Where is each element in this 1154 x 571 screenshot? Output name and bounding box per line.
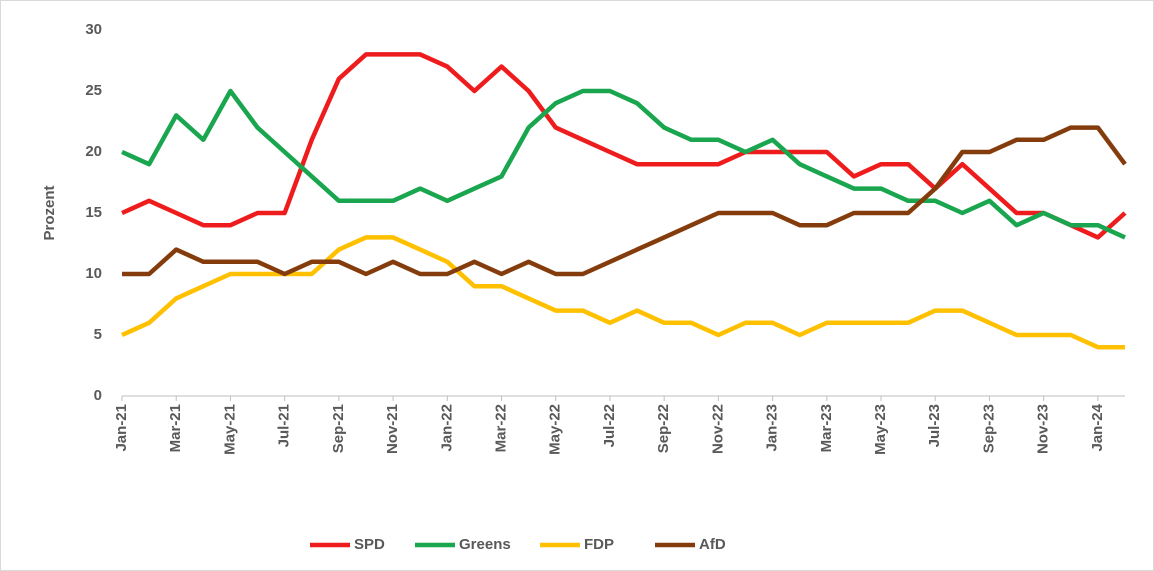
x-tick-label: Nov-22 bbox=[709, 404, 726, 454]
legend-label: Greens bbox=[459, 536, 511, 553]
x-tick-label: Mar-22 bbox=[492, 404, 509, 452]
y-tick-label: 15 bbox=[85, 204, 102, 221]
legend-label: AfD bbox=[699, 536, 726, 553]
x-tick-label: Nov-21 bbox=[384, 404, 401, 454]
x-tick-label: Mar-23 bbox=[818, 404, 835, 452]
x-tick-label: Jan-24 bbox=[1089, 403, 1106, 451]
x-tick-label: Jan-22 bbox=[438, 404, 455, 452]
x-tick-label: Jan-21 bbox=[113, 404, 130, 452]
y-tick-label: 25 bbox=[85, 82, 102, 99]
series-line bbox=[121, 88, 1126, 240]
x-tick-label: Jul-22 bbox=[601, 404, 618, 447]
x-tick-label: Jan-23 bbox=[764, 404, 781, 452]
y-tick-label: 5 bbox=[94, 326, 102, 343]
x-tick-label: Jul-23 bbox=[926, 404, 943, 447]
x-tick-label: Jul-21 bbox=[276, 404, 293, 447]
x-tick-label: Nov-23 bbox=[1035, 404, 1052, 454]
y-tick-label: 10 bbox=[85, 265, 102, 282]
y-tick-label: 0 bbox=[94, 387, 102, 404]
y-tick-label: 30 bbox=[85, 21, 102, 38]
series-line bbox=[122, 125, 1127, 277]
series-line bbox=[121, 52, 1127, 240]
x-tick-label: Sep-23 bbox=[980, 404, 997, 453]
x-tick-label: Sep-22 bbox=[655, 404, 672, 453]
y-axis-label: Prozent bbox=[41, 185, 58, 240]
x-tick-label: Sep-21 bbox=[330, 404, 347, 453]
y-tick-label: 20 bbox=[85, 143, 102, 160]
x-tick-label: May-23 bbox=[872, 404, 889, 455]
legend-label: SPD bbox=[354, 536, 385, 553]
x-tick-label: May-22 bbox=[547, 404, 564, 455]
x-tick-label: Mar-21 bbox=[167, 404, 184, 452]
legend-label: FDP bbox=[584, 536, 614, 553]
x-tick-label: May-21 bbox=[221, 404, 238, 455]
